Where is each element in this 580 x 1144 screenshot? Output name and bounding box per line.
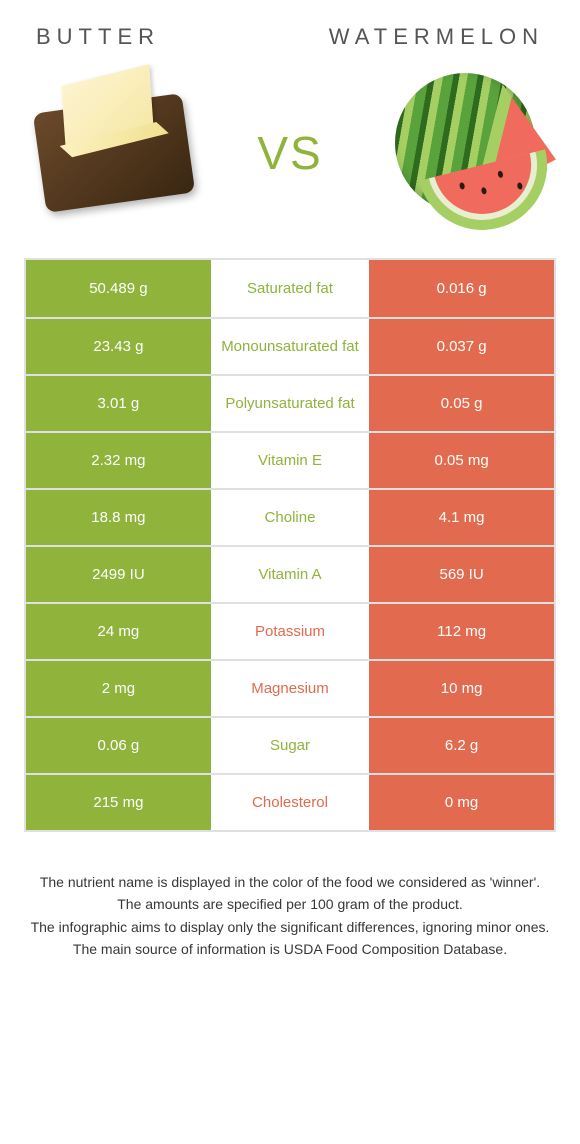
table-row: 0.06 gSugar6.2 g xyxy=(26,716,554,773)
table-row: 2 mgMagnesium10 mg xyxy=(26,659,554,716)
footnote-line: The main source of information is USDA F… xyxy=(28,939,552,959)
value-right: 6.2 g xyxy=(369,718,554,773)
title-right: WATERMELON xyxy=(329,24,544,50)
comparison-table: 50.489 gSaturated fat0.016 g23.43 gMonou… xyxy=(24,258,556,832)
table-row: 23.43 gMonounsaturated fat0.037 g xyxy=(26,317,554,374)
butter-board-icon xyxy=(33,93,195,213)
value-left: 0.06 g xyxy=(26,718,211,773)
value-left: 3.01 g xyxy=(26,376,211,431)
table-row: 215 mgCholesterol0 mg xyxy=(26,773,554,830)
value-right: 0.016 g xyxy=(369,260,554,317)
nutrient-label: Choline xyxy=(211,490,369,545)
images-row: VS xyxy=(0,58,580,258)
value-right: 0.05 mg xyxy=(369,433,554,488)
watermelon-icon xyxy=(381,73,551,233)
nutrient-label: Vitamin E xyxy=(211,433,369,488)
value-right: 10 mg xyxy=(369,661,554,716)
value-right: 4.1 mg xyxy=(369,490,554,545)
value-right: 0.05 g xyxy=(369,376,554,431)
value-left: 215 mg xyxy=(26,775,211,830)
footnote-line: The amounts are specified per 100 gram o… xyxy=(28,894,552,914)
nutrient-label: Monounsaturated fat xyxy=(211,319,369,374)
value-right: 0 mg xyxy=(369,775,554,830)
nutrient-label: Potassium xyxy=(211,604,369,659)
footnotes: The nutrient name is displayed in the co… xyxy=(0,832,580,989)
nutrient-label: Vitamin A xyxy=(211,547,369,602)
vs-label: VS xyxy=(257,126,322,180)
header: BUTTER WATERMELON xyxy=(0,0,580,58)
value-left: 50.489 g xyxy=(26,260,211,317)
table-row: 3.01 gPolyunsaturated fat0.05 g xyxy=(26,374,554,431)
nutrient-label: Cholesterol xyxy=(211,775,369,830)
value-left: 2.32 mg xyxy=(26,433,211,488)
nutrient-label: Magnesium xyxy=(211,661,369,716)
table-row: 18.8 mgCholine4.1 mg xyxy=(26,488,554,545)
value-left: 18.8 mg xyxy=(26,490,211,545)
value-left: 2499 IU xyxy=(26,547,211,602)
nutrient-label: Polyunsaturated fat xyxy=(211,376,369,431)
nutrient-label: Saturated fat xyxy=(211,260,369,317)
table-row: 2.32 mgVitamin E0.05 mg xyxy=(26,431,554,488)
title-left: BUTTER xyxy=(36,24,160,50)
nutrient-label: Sugar xyxy=(211,718,369,773)
value-left: 23.43 g xyxy=(26,319,211,374)
table-row: 24 mgPotassium112 mg xyxy=(26,602,554,659)
watermelon-image xyxy=(376,73,556,233)
footnote-line: The nutrient name is displayed in the co… xyxy=(28,872,552,892)
table-row: 50.489 gSaturated fat0.016 g xyxy=(26,260,554,317)
table-row: 2499 IUVitamin A569 IU xyxy=(26,545,554,602)
butter-image xyxy=(24,73,204,233)
value-right: 569 IU xyxy=(369,547,554,602)
value-left: 2 mg xyxy=(26,661,211,716)
value-right: 112 mg xyxy=(369,604,554,659)
footnote-line: The infographic aims to display only the… xyxy=(28,917,552,937)
value-left: 24 mg xyxy=(26,604,211,659)
value-right: 0.037 g xyxy=(369,319,554,374)
